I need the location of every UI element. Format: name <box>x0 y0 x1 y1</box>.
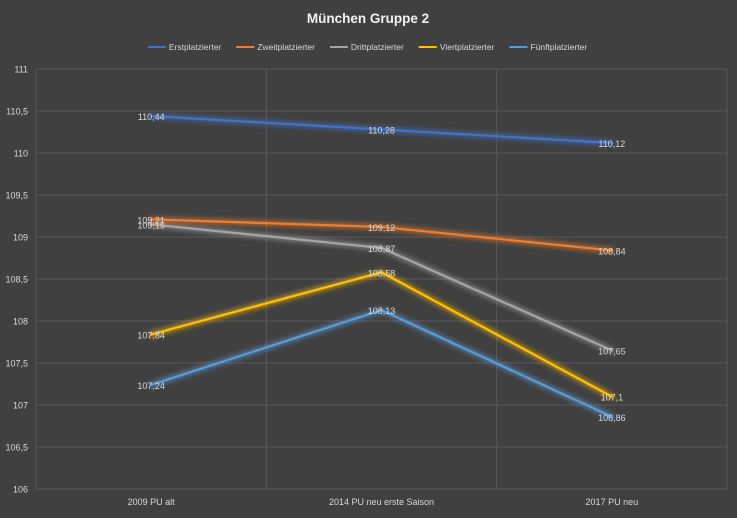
grid <box>35 68 728 490</box>
y-tick-label: 107 <box>13 401 28 411</box>
legend-item[interactable]: Zweitplatzierter <box>236 42 315 52</box>
x-tick-label: 2017 PU neu <box>586 497 639 507</box>
legend-label: Viertplatzierter <box>440 42 495 52</box>
data-label: 107,24 <box>137 381 165 391</box>
y-tick-label: 111 <box>14 65 28 75</box>
data-label: 107,65 <box>598 346 626 356</box>
data-label: 109,21 <box>137 215 165 225</box>
data-label: 107,1 <box>601 393 624 403</box>
series-line-erstplatzierter <box>150 114 613 145</box>
legend-item[interactable]: Fünftplatzierter <box>509 42 587 52</box>
legend-item[interactable]: Erstplatzierter <box>147 42 222 52</box>
series-line-drittplatzierter <box>150 223 613 352</box>
legend-label: Fünftplatzierter <box>530 42 587 52</box>
legend: Erstplatzierter Zweitplatzierter Drittplat… <box>147 42 587 52</box>
y-tick-label: 107,5 <box>5 359 28 369</box>
data-label: 108,58 <box>368 268 396 278</box>
legend-label: Erstplatzierter <box>169 42 222 52</box>
data-label: 107,84 <box>137 330 165 340</box>
data-labels: 110,44 110,28 110,12 109,21 109,12 108,84 109,… <box>137 112 625 423</box>
legend-label: Zweitplatzierter <box>257 42 315 52</box>
data-label: 106,86 <box>598 413 626 423</box>
data-label: 109,12 <box>368 223 396 233</box>
data-label: 109,15 <box>137 220 165 230</box>
legend-label: Drittplatzierter <box>351 42 404 52</box>
y-tick-label: 106,5 <box>5 443 28 453</box>
data-label: 110,12 <box>598 139 625 149</box>
y-tick-label: 108,5 <box>5 275 28 285</box>
chart-title: München Gruppe 2 <box>307 11 429 26</box>
series-line-fünftplatzierter <box>150 308 613 418</box>
y-tick-label: 109,5 <box>5 191 28 201</box>
series-line-zweitplatzierter <box>150 218 613 252</box>
series-layer <box>148 113 615 420</box>
series-line-viertplatzierter <box>150 271 613 398</box>
axes: 106 106,5 107 107,5 108 108,5 109 109,5 110 110,5… <box>5 65 638 508</box>
legend-item[interactable]: Drittplatzierter <box>329 42 404 52</box>
data-label: 108,13 <box>368 306 396 316</box>
data-label: 108,84 <box>598 246 626 256</box>
data-label: 108,87 <box>368 244 396 254</box>
y-tick-label: 110,5 <box>6 107 28 117</box>
y-tick-label: 108 <box>13 317 28 327</box>
y-tick-label: 110 <box>14 149 28 159</box>
y-tick-label: 106 <box>13 485 28 495</box>
data-label: 110,28 <box>368 125 395 135</box>
legend-item[interactable]: Viertplatzierter <box>418 42 495 52</box>
y-tick-label: 109 <box>13 233 28 243</box>
data-label: 110,44 <box>138 112 165 122</box>
x-tick-label: 2009 PU alt <box>128 497 176 507</box>
x-tick-label: 2014 PU neu erste Saison <box>329 497 434 507</box>
